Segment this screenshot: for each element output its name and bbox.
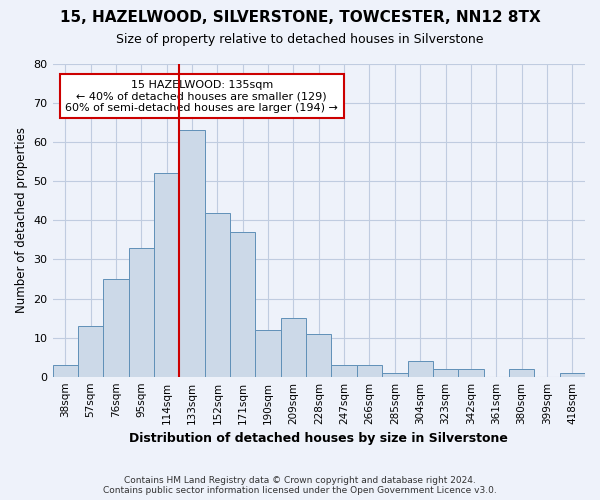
Text: 15 HAZELWOOD: 135sqm
← 40% of detached houses are smaller (129)
60% of semi-deta: 15 HAZELWOOD: 135sqm ← 40% of detached h…	[65, 80, 338, 113]
Bar	[407, 361, 433, 376]
Text: Contains HM Land Registry data © Crown copyright and database right 2024.
Contai: Contains HM Land Registry data © Crown c…	[103, 476, 497, 495]
Bar	[458, 369, 484, 376]
Bar	[78, 326, 103, 376]
Bar	[382, 373, 407, 376]
Bar	[560, 373, 585, 376]
Bar	[103, 279, 128, 376]
Bar	[306, 334, 331, 376]
Bar	[230, 232, 256, 376]
Bar	[281, 318, 306, 376]
Bar	[154, 174, 179, 376]
Bar	[53, 365, 78, 376]
Bar	[128, 248, 154, 376]
X-axis label: Distribution of detached houses by size in Silverstone: Distribution of detached houses by size …	[130, 432, 508, 445]
Bar	[331, 365, 357, 376]
Text: Size of property relative to detached houses in Silverstone: Size of property relative to detached ho…	[116, 32, 484, 46]
Bar	[256, 330, 281, 376]
Bar	[509, 369, 534, 376]
Bar	[357, 365, 382, 376]
Text: 15, HAZELWOOD, SILVERSTONE, TOWCESTER, NN12 8TX: 15, HAZELWOOD, SILVERSTONE, TOWCESTER, N…	[59, 10, 541, 25]
Bar	[205, 212, 230, 376]
Bar	[179, 130, 205, 376]
Bar	[433, 369, 458, 376]
Y-axis label: Number of detached properties: Number of detached properties	[15, 128, 28, 314]
